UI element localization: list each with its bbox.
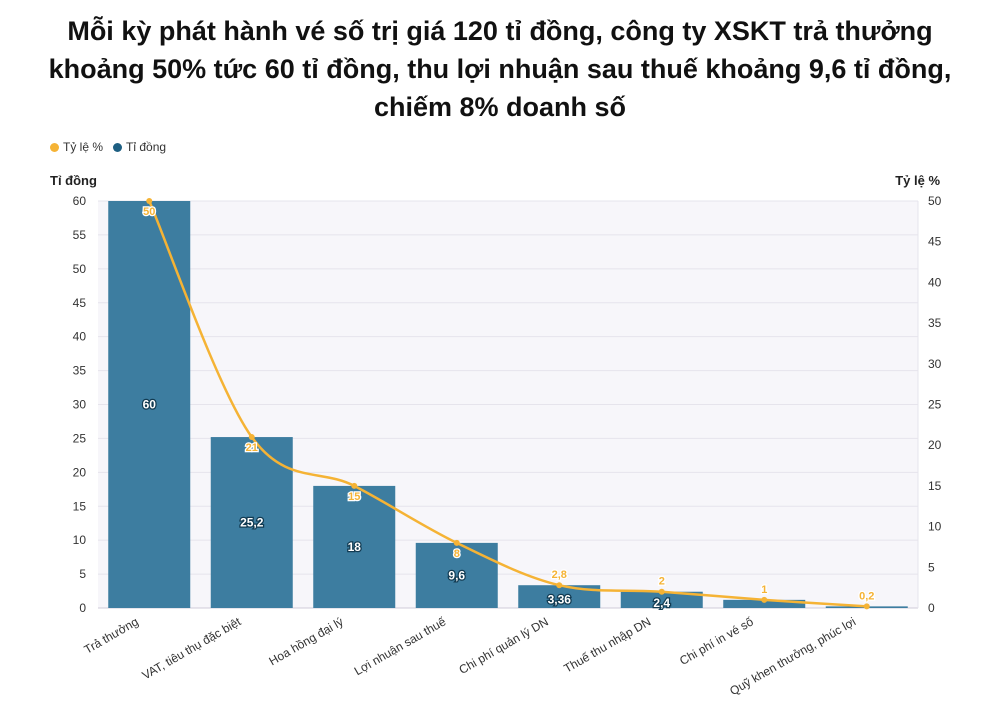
y-tick-label-left: 30 bbox=[73, 398, 87, 412]
x-category-label: Chi phí in vé số bbox=[677, 614, 756, 668]
bar-value-label: 18 bbox=[348, 540, 362, 554]
x-category-label: Hoa hồng đại lý bbox=[267, 614, 346, 668]
legend: Tỷ lệ % Tỉ đồng bbox=[50, 140, 166, 154]
ratio-line bbox=[148, 200, 867, 608]
ratio-point bbox=[658, 588, 665, 595]
ratio-value-label: 2 bbox=[659, 576, 665, 588]
y-tick-label-right: 40 bbox=[928, 275, 942, 289]
y-tick-label-left: 10 bbox=[73, 533, 87, 547]
y-tick-label-left: 5 bbox=[79, 567, 86, 581]
y-tick-label-right: 20 bbox=[928, 438, 942, 452]
x-category-label: Chi phí quản lý DN bbox=[457, 614, 551, 676]
legend-swatch-billion bbox=[113, 142, 123, 152]
chart-title: Mỗi kỳ phát hành vé số trị giá 120 tỉ đồ… bbox=[48, 16, 952, 122]
y-tick-label-left: 55 bbox=[73, 228, 87, 242]
x-category-label: Lợi nhuận sau thuế bbox=[352, 614, 449, 678]
ratio-value-label: 8 bbox=[454, 548, 460, 560]
bar bbox=[313, 485, 396, 608]
legend-swatch-ratio bbox=[50, 142, 59, 152]
y-tick-label-right: 45 bbox=[928, 235, 942, 249]
bar-value-label: 2,4 bbox=[653, 596, 670, 610]
legend-item-ratio[interactable]: Tỷ lệ % bbox=[50, 140, 103, 154]
ratio-point bbox=[248, 434, 255, 441]
ratio-point bbox=[453, 539, 460, 546]
y-tick-label-right: 10 bbox=[928, 520, 942, 534]
y-tick-label-left: 35 bbox=[73, 364, 87, 378]
y-tick-label-left: 15 bbox=[73, 499, 87, 513]
ratio-point bbox=[556, 582, 563, 589]
ratio-value-label: 2,8 bbox=[552, 569, 567, 581]
bar bbox=[210, 437, 293, 608]
bar-value-label: 25,2 bbox=[240, 516, 264, 530]
x-category-label: Thuế thu nhập DN bbox=[561, 614, 653, 675]
bar bbox=[415, 542, 498, 608]
y-tick-label-left: 0 bbox=[79, 601, 86, 615]
y-tick-label-left: 60 bbox=[73, 194, 87, 208]
bar-value-label: 60 bbox=[143, 398, 157, 412]
legend-item-billion[interactable]: Tỉ đồng bbox=[113, 140, 166, 154]
y-axis-title-right: Tỷ lệ % bbox=[895, 173, 940, 188]
ratio-value-label: 21 bbox=[246, 442, 258, 454]
y-tick-label-left: 20 bbox=[73, 465, 87, 479]
ratio-value-label: 50 bbox=[143, 206, 155, 218]
ratio-value-label: 15 bbox=[348, 491, 360, 503]
legend-label-billion: Tỉ đồng bbox=[126, 140, 167, 154]
y-tick-label-left: 45 bbox=[73, 296, 87, 310]
ratio-point bbox=[146, 198, 153, 204]
x-category-label: Trả thưởng bbox=[82, 614, 141, 656]
ratio-value-label: 0,2 bbox=[859, 590, 874, 602]
y-tick-label-left: 40 bbox=[73, 330, 87, 344]
ratio-point bbox=[863, 603, 870, 610]
y-tick-label-right: 5 bbox=[928, 560, 935, 574]
x-category-label: VAT, tiêu thụ đặc biệt bbox=[140, 614, 244, 682]
ratio-point bbox=[761, 596, 768, 603]
y-axis-title-left: Tỉ đồng bbox=[50, 173, 97, 188]
bar bbox=[620, 591, 703, 608]
bar-value-label: 9,6 bbox=[448, 568, 465, 582]
bar bbox=[518, 585, 601, 608]
legend-label-ratio: Tỷ lệ % bbox=[63, 140, 104, 154]
y-tick-label-right: 15 bbox=[928, 479, 942, 493]
y-tick-label-right: 35 bbox=[928, 316, 942, 330]
y-tick-label-left: 50 bbox=[73, 262, 87, 276]
ratio-point bbox=[351, 482, 358, 489]
ratio-value-label: 1 bbox=[761, 584, 767, 596]
y-tick-label-right: 0 bbox=[928, 601, 935, 615]
y-tick-label-right: 30 bbox=[928, 357, 942, 371]
y-tick-label-right: 50 bbox=[928, 194, 942, 208]
y-tick-label-left: 25 bbox=[73, 431, 87, 445]
bar bbox=[723, 599, 806, 608]
bar-value-label: 3,36 bbox=[548, 593, 572, 607]
y-tick-label-right: 25 bbox=[928, 398, 942, 412]
